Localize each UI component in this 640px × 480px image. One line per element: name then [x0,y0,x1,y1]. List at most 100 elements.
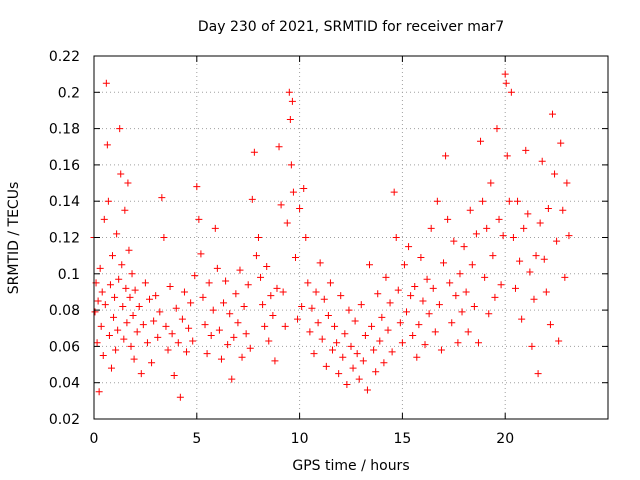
data-point-marker [154,333,162,341]
data-point-marker [372,368,380,376]
data-point-marker [382,273,390,281]
data-point-marker [113,230,121,238]
data-point-marker [129,312,137,320]
data-point-marker [374,290,382,298]
data-point-marker [540,255,548,263]
y-tick-label: 0.04 [49,376,80,392]
data-point-marker [359,357,367,365]
data-point-marker [248,195,256,203]
data-point-marker [351,317,359,325]
data-point-marker [407,292,415,300]
data-point-marker [158,194,166,202]
data-point-marker [493,125,501,133]
data-point-marker [95,388,103,396]
data-point-marker [331,322,339,330]
data-point-marker [483,224,491,232]
data-point-marker [273,284,281,292]
data-point-marker [322,362,330,370]
data-point-marker [285,88,293,96]
data-point-marker [281,322,289,330]
data-point-marker [164,346,172,354]
data-point-marker [421,341,429,349]
data-point-marker [388,348,396,356]
data-point-marker [207,332,215,340]
data-point-marker [178,315,186,323]
x-tick-label: 20 [496,431,514,447]
data-point-marker [189,337,197,345]
data-point-marker [502,79,510,87]
data-point-marker [116,125,124,133]
data-point-marker [318,335,326,343]
data-point-marker [287,161,295,169]
data-point-marker [542,288,550,296]
data-point-marker [283,219,291,227]
data-point-marker [462,288,470,296]
data-point-marker [250,148,258,156]
data-point-marker [128,270,136,278]
data-point-marker [294,315,302,323]
data-point-marker [277,201,285,209]
data-point-marker [355,375,363,383]
data-point-marker [470,302,478,310]
data-point-marker [302,234,310,241]
data-point-marker [341,330,349,338]
data-point-marker [97,322,105,330]
data-point-marker [509,234,517,241]
data-point-marker [117,170,125,178]
data-point-marker [419,297,427,305]
data-point-marker [220,299,228,307]
data-point-marker [310,350,318,358]
y-tick-label: 0.08 [49,303,80,319]
data-point-marker [326,279,334,287]
y-tick-label: 0.12 [49,231,80,247]
data-point-marker [435,301,443,309]
data-point-marker [499,232,507,240]
data-point-marker [238,353,246,361]
data-point-marker [528,342,536,350]
data-point-marker [267,292,275,300]
data-point-marker [176,393,184,401]
data-point-marker [254,234,262,241]
data-point-marker [505,197,513,205]
data-point-marker [479,197,487,205]
data-point-marker [215,326,223,334]
data-point-marker [534,370,542,378]
data-point-marker [187,299,195,307]
data-point-marker [514,197,522,205]
data-point-marker [431,328,439,336]
data-point-marker [481,273,489,281]
data-point-marker [170,371,178,379]
data-point-marker [411,283,419,291]
data-point-marker [263,263,271,271]
data-point-marker [201,321,209,329]
data-point-marker [124,179,132,187]
data-point-marker [380,359,388,367]
data-point-marker [168,330,176,338]
data-point-marker [339,353,347,361]
y-tick-label: 0.06 [49,339,80,355]
data-point-marker [193,183,201,191]
data-point-marker [553,237,561,245]
data-point-marker [425,310,433,318]
data-point-marker [112,346,120,354]
data-point-marker [415,321,423,329]
data-point-marker [133,328,141,336]
data-point-marker [485,310,493,318]
data-point-marker [289,188,297,196]
data-point-marker [520,224,528,232]
y-tick-labels: 0.02 0.04 0.06 0.08 0.1 0.12 0.14 0.16 0.18 0.2 0.… [49,49,80,428]
data-point-marker [296,204,304,212]
data-point-marker [298,302,306,310]
data-point-marker [551,170,559,178]
data-point-marker [548,110,556,118]
data-point-marker [146,295,154,303]
data-point-marker [174,339,182,347]
data-point-marker [102,79,110,87]
data-point-marker [454,339,462,347]
data-point-marker [333,339,341,347]
data-point-marker [125,246,133,254]
data-point-marker [357,301,365,309]
x-tick-label: 10 [291,431,309,447]
data-point-marker [96,264,104,272]
data-point-marker [507,88,515,96]
